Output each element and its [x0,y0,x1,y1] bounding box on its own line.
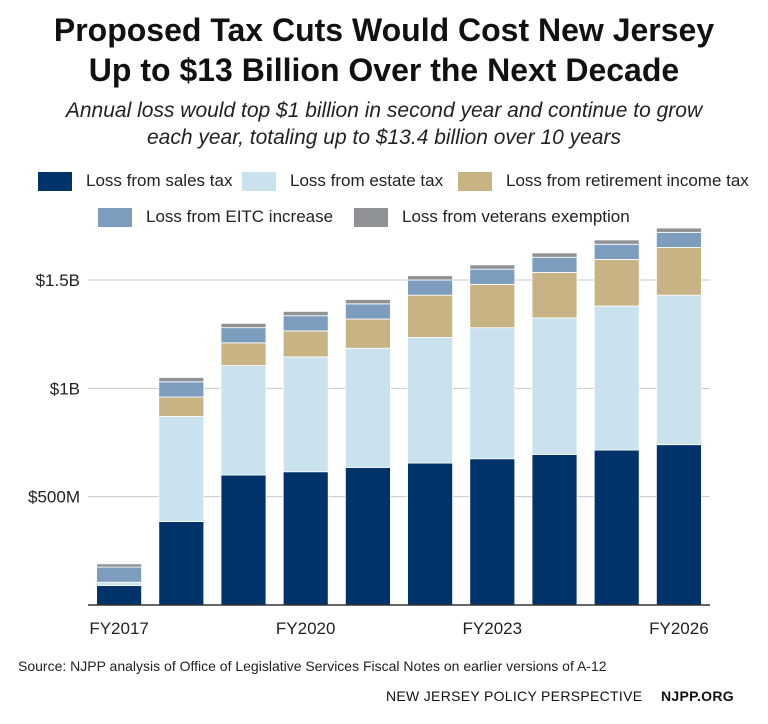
bar-segment-retirement-FY2023 [469,283,516,329]
bar-segment-sales-FY2022 [407,462,454,606]
bar-segment-retirement-FY2018 [158,396,205,417]
legend-label-estate-tax: Loss from estate tax [290,171,444,190]
bar-segment-veterans-FY2017 [96,563,142,568]
x-tick-label: FY2017 [89,619,149,638]
bar-segment-veterans-FY2018 [158,377,205,383]
bar-segment-sales-FY2021 [344,467,391,606]
bar-segment-estate-FY2020 [282,356,329,473]
bar-segment-eitc-FY2025 [593,243,640,260]
x-tick-label: FY2026 [649,619,709,638]
bar-stack-FY2024 [531,252,578,606]
stacked-bar-chart: $500M $1B $1.5B FY2017 FY2020 FY2023 FY2026 [28,227,710,638]
y-tick-label: $500M [28,488,80,507]
bar-segment-veterans-FY2024 [531,252,578,258]
bar-stack-FY2026 [656,227,702,606]
bar-segment-sales-FY2017 [96,585,142,606]
legend-label-veterans: Loss from veterans exemption [402,207,630,226]
bar-segment-retirement-FY2020 [282,330,329,358]
bar-segment-sales-FY2025 [593,449,640,606]
bar-segment-estate-FY2018 [158,416,205,522]
bar-stack-FY2023 [469,264,516,606]
bar-segment-eitc-FY2024 [531,256,578,273]
bar-stack-FY2017 [96,563,142,606]
x-axis-tick-labels: FY2017 FY2020 FY2023 FY2026 [89,619,708,638]
x-tick-label: FY2023 [463,619,523,638]
bar-stack-FY2021 [344,299,391,606]
source-note: Source: NJPP analysis of Office of Legis… [18,658,607,674]
bar-stack-FY2018 [158,377,205,606]
legend-item-sales-tax: Loss from sales tax [38,170,232,192]
bar-segment-veterans-FY2020 [282,311,329,317]
y-axis-tick-labels: $500M $1B $1.5B [28,271,80,507]
bar-segment-estate-FY2017 [96,581,142,586]
bar-stack-FY2019 [220,322,267,606]
x-tick-label: FY2020 [276,619,336,638]
legend-swatch-eitc [98,207,132,227]
bar-segment-estate-FY2022 [407,337,454,464]
bar-stack-FY2025 [593,239,640,606]
legend-swatch-sales-tax [38,171,72,191]
chart-title-line-2: Up to $13 Billion Over the Next Decade [88,52,680,88]
legend-label-retirement-tax: Loss from retirement income tax [506,171,749,190]
bar-segment-estate-FY2023 [469,327,516,460]
bar-segment-retirement-FY2024 [531,272,578,319]
bar-segment-eitc-FY2020 [282,315,329,332]
bar-segment-retirement-FY2021 [344,318,391,349]
legend-swatch-estate-tax [242,171,276,191]
bar-segment-estate-FY2025 [593,305,640,451]
bar-segment-eitc-FY2021 [344,303,391,320]
legend-swatch-veterans [354,207,388,227]
bar-segment-estate-FY2024 [531,317,578,455]
bar-segment-retirement-FY2025 [593,259,640,307]
bar-segment-sales-FY2024 [531,454,578,606]
chart-subtitle-line-2: each year, totaling up to $13.4 billion … [147,126,621,149]
bar-segment-veterans-FY2026 [656,227,702,233]
bar-segment-eitc-FY2018 [158,381,205,398]
bar-segment-eitc-FY2017 [96,566,142,583]
legend-item-veterans: Loss from veterans exemption [354,206,630,228]
footer-site-link[interactable]: NJPP.ORG [661,688,734,704]
bar-segment-sales-FY2019 [220,474,267,606]
bar-segment-veterans-FY2022 [407,275,454,281]
bar-segment-sales-FY2020 [282,471,329,606]
bar-segment-veterans-FY2023 [469,264,516,270]
bar-segment-veterans-FY2019 [220,322,267,329]
chart-title-line-1: Proposed Tax Cuts Would Cost New Jersey [53,12,715,48]
bar-stack-FY2022 [407,275,454,606]
bar-segment-retirement-FY2026 [656,247,702,296]
legend-label-sales-tax: Loss from sales tax [86,171,233,190]
bar-segment-retirement-FY2022 [407,294,454,338]
bar-segment-sales-FY2018 [158,521,205,606]
bar-segment-veterans-FY2025 [593,239,640,245]
legend-item-retirement-tax: Loss from retirement income tax [458,170,749,192]
bar-segment-eitc-FY2022 [407,279,454,296]
legend-item-estate-tax: Loss from estate tax [242,170,443,192]
bar-segment-sales-FY2023 [469,458,516,606]
legend-item-eitc: Loss from EITC increase [98,206,333,228]
y-tick-label: $1B [50,379,80,398]
footer-org: NEW JERSEY POLICY PERSPECTIVE [386,688,643,704]
bar-segment-estate-FY2021 [344,347,391,468]
bar-segment-sales-FY2026 [656,444,702,606]
bar-segment-veterans-FY2021 [344,299,391,305]
bar-segment-estate-FY2019 [220,365,267,476]
bar-segment-retirement-FY2019 [220,342,267,366]
bar-segment-eitc-FY2023 [469,268,516,285]
bar-stack-FY2020 [282,311,329,606]
legend-swatch-retirement-tax [458,171,492,191]
chart-subtitle-line-1: Annual loss would top $1 billion in seco… [65,99,703,122]
legend-label-eitc: Loss from EITC increase [146,207,334,226]
bar-segment-estate-FY2026 [656,294,702,446]
bars [96,227,702,606]
y-tick-label: $1.5B [36,271,80,290]
bar-segment-eitc-FY2026 [656,231,702,248]
bar-segment-eitc-FY2019 [220,327,267,344]
